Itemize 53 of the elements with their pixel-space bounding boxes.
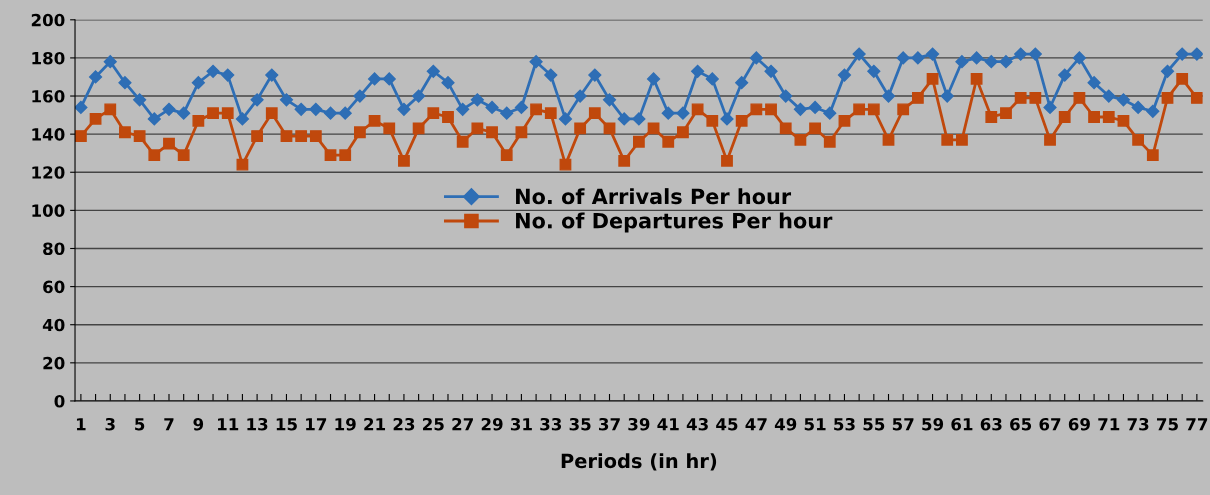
x-tick-label: 7 (164, 418, 174, 431)
x-axis-title: Periods (in hr) (561, 453, 717, 471)
x-tick-label: 17 (306, 418, 327, 431)
y-tick-label: 80 (43, 242, 65, 256)
x-tick-label: 3 (105, 417, 115, 431)
x-tick-label: 1 (76, 418, 86, 431)
x-tick-label: 73 (1127, 417, 1149, 431)
y-tick-label: 180 (32, 51, 65, 65)
x-tick-label: 23 (393, 417, 415, 431)
x-tick-label: 77 (1186, 418, 1208, 431)
y-tick-label: 20 (43, 356, 65, 370)
x-tick-label: 33 (540, 417, 562, 431)
y-tick-label: 140 (32, 128, 65, 141)
x-tick-label: 61 (951, 417, 973, 431)
x-tick-label: 35 (569, 417, 591, 431)
y-tick-label: 0 (54, 394, 65, 408)
x-tick-label: 69 (1068, 417, 1090, 431)
x-tick-label: 11 (218, 418, 239, 431)
y-tick-label: 60 (43, 280, 65, 294)
x-tick-label: 71 (1098, 418, 1120, 431)
x-tick-label: 5 (135, 418, 145, 431)
y-tick-label: 40 (42, 318, 65, 332)
y-tick-label: 160 (32, 89, 65, 103)
x-tick-label: 51 (804, 418, 826, 431)
x-tick-label: 27 (452, 417, 473, 431)
x-tick-label: 39 (628, 417, 650, 431)
x-tick-label: 57 (892, 418, 914, 431)
x-tick-label: 53 (834, 417, 855, 431)
y-tick-label: 200 (31, 13, 65, 27)
x-tick-label: 47 (745, 418, 767, 431)
x-tick-label: 25 (423, 417, 444, 431)
legend-label: No. of Arrivals Per hour (516, 188, 792, 205)
x-tick-label: 63 (980, 417, 1002, 431)
x-tick-label: 65 (1010, 417, 1032, 431)
x-tick-label: 55 (863, 418, 885, 431)
x-tick-label: 43 (686, 417, 708, 431)
x-tick-label: 45 (716, 418, 738, 431)
x-tick-label: 13 (247, 417, 268, 431)
x-tick-label: 67 (1039, 417, 1061, 431)
x-tick-label: 31 (510, 417, 532, 431)
x-tick-label: 75 (1157, 418, 1178, 431)
x-tick-label: 37 (599, 417, 620, 431)
x-tick-label: 59 (922, 417, 944, 431)
x-tick-label: 29 (481, 417, 503, 431)
y-tick-label: 100 (32, 204, 65, 217)
x-tick-label: 15 (276, 418, 297, 431)
x-tick-label: 9 (193, 417, 204, 431)
x-tick-label: 41 (657, 418, 679, 431)
y-tick-label: 120 (32, 166, 65, 179)
x-tick-label: 19 (335, 417, 356, 431)
x-tick-label: 21 (364, 417, 386, 431)
legend-label: No. of Departures Per hour (516, 212, 833, 233)
x-tick-label: 49 (774, 417, 797, 431)
